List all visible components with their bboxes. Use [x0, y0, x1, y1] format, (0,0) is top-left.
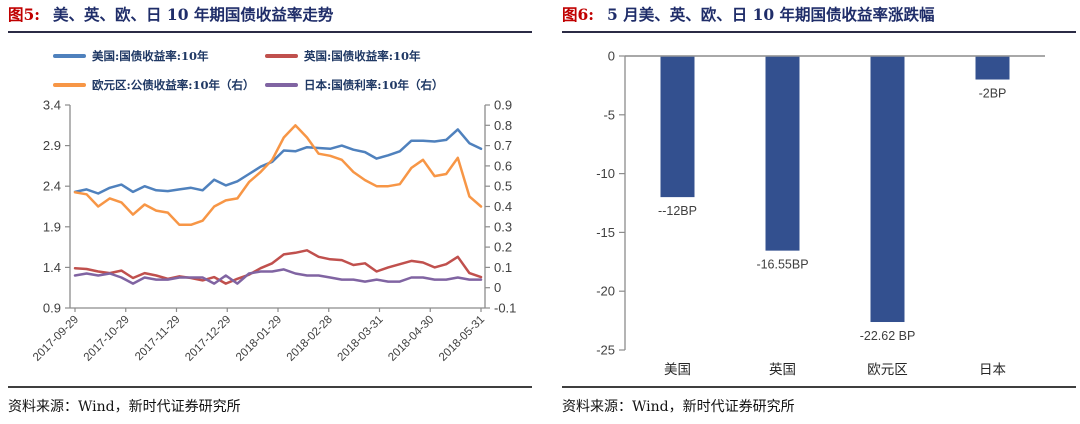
- eurozone-line-swatch: [53, 83, 86, 87]
- legend-item-japan: 日本:国债利率:10年（右）: [265, 77, 444, 93]
- svg-text:0.5: 0.5: [494, 179, 512, 194]
- svg-text:-25: -25: [596, 343, 615, 358]
- legend-label-eurozone: 欧元区:公债收益率:10年（右）: [92, 78, 255, 92]
- legend-label-japan: 日本:国债利率:10年（右）: [304, 78, 444, 92]
- legend-item-us: 美国:国债收益率:10年: [53, 48, 265, 64]
- svg-text:0.6: 0.6: [494, 158, 512, 173]
- us-line-swatch: [53, 54, 86, 58]
- svg-text:2017-10-29: 2017-10-29: [82, 314, 132, 364]
- svg-text:美国: 美国: [664, 362, 691, 378]
- svg-text:-10: -10: [596, 166, 615, 181]
- svg-text:1.4: 1.4: [43, 260, 61, 275]
- figure-5-source: 资料来源：Wind，新时代证券研究所: [8, 386, 532, 416]
- uk-line-swatch: [265, 54, 298, 58]
- svg-text:英国: 英国: [769, 361, 796, 378]
- svg-text:--12BP: --12BP: [658, 204, 697, 218]
- figure-5-title: 图5: 美、英、欧、日 10 年期国债收益率走势: [8, 3, 532, 33]
- figure-6-number: 图6:: [562, 5, 595, 24]
- svg-text:-16.55BP: -16.55BP: [756, 258, 808, 272]
- svg-text:-2BP: -2BP: [979, 87, 1007, 101]
- svg-text:0: 0: [494, 280, 501, 295]
- svg-text:2018-01-29: 2018-01-29: [234, 314, 284, 364]
- svg-text:0.3: 0.3: [494, 219, 512, 234]
- svg-text:-20: -20: [596, 284, 615, 299]
- svg-text:0.8: 0.8: [494, 118, 512, 133]
- svg-text:2018-03-31: 2018-03-31: [336, 314, 386, 364]
- legend-item-uk: 英国:国债收益率:10年: [265, 48, 444, 64]
- svg-text:3.4: 3.4: [43, 98, 61, 113]
- japan-line-swatch: [265, 83, 298, 87]
- svg-text:-5: -5: [603, 107, 615, 122]
- svg-text:0.7: 0.7: [494, 138, 512, 153]
- figure-6-title: 图6: 5 月美、英、欧、日 10 年期国债收益率涨跌幅: [562, 3, 1076, 33]
- line-chart-legend: 美国:国债收益率:10年 英国:国债收益率:10年 欧元区:公债收益率:10年（…: [53, 48, 444, 93]
- legend-label-us: 美国:国债收益率:10年: [92, 49, 209, 63]
- svg-text:2.4: 2.4: [43, 179, 61, 194]
- svg-text:0.9: 0.9: [494, 98, 512, 113]
- svg-text:日本: 日本: [979, 362, 1007, 378]
- figure-5-title-text: 美、英、欧、日 10 年期国债收益率走势: [53, 5, 334, 24]
- svg-text:2018-05-31: 2018-05-31: [437, 314, 487, 364]
- yield-trend-line-chart: 3.4 2.9 2.4 1.9 1.4 0.9 0.9 0.8 0.7 0.6 0.5 0.4 0.3 0…: [31, 98, 516, 364]
- svg-text:0: 0: [608, 49, 615, 64]
- svg-text:-0.1: -0.1: [494, 301, 516, 316]
- svg-text:-22.62 BP: -22.62 BP: [860, 329, 916, 343]
- svg-text:2018-04-30: 2018-04-30: [386, 314, 436, 364]
- svg-text:2017-12-29: 2017-12-29: [183, 314, 233, 364]
- figure-6-panel: 图6: 5 月美、英、欧、日 10 年期国债收益率涨跌幅 0 -5 -10 -15 -20…: [540, 0, 1080, 424]
- figure-6-source: 资料来源：Wind，新时代证券研究所: [562, 386, 1076, 416]
- figure-6-title-text: 5 月美、英、欧、日 10 年期国债收益率涨跌幅: [607, 5, 935, 24]
- svg-text:-15: -15: [596, 225, 615, 240]
- figure-5-number: 图5:: [8, 5, 41, 24]
- yield-change-bar-chart: 0 -5 -10 -15 -20 -25 --12BP 美国 -16.55BP 英国 -22.62 …: [596, 49, 1045, 378]
- legend-label-uk: 英国:国债收益率:10年: [304, 49, 421, 63]
- figure-5-panel: 图5: 美、英、欧、日 10 年期国债收益率走势 美国:国债收益率:10年 英国:…: [8, 3, 532, 416]
- svg-text:2017-11-29: 2017-11-29: [133, 314, 182, 363]
- svg-text:1.9: 1.9: [43, 219, 61, 234]
- svg-text:0.4: 0.4: [494, 199, 512, 214]
- svg-text:0.9: 0.9: [43, 301, 61, 316]
- svg-text:2.9: 2.9: [43, 138, 61, 153]
- svg-text:0.2: 0.2: [494, 240, 512, 255]
- svg-text:2018-02-28: 2018-02-28: [285, 314, 335, 364]
- legend-item-eurozone: 欧元区:公债收益率:10年（右）: [53, 77, 265, 93]
- svg-text:欧元区: 欧元区: [867, 362, 908, 378]
- svg-text:2017-09-29: 2017-09-29: [31, 314, 81, 364]
- svg-text:0.1: 0.1: [494, 260, 512, 275]
